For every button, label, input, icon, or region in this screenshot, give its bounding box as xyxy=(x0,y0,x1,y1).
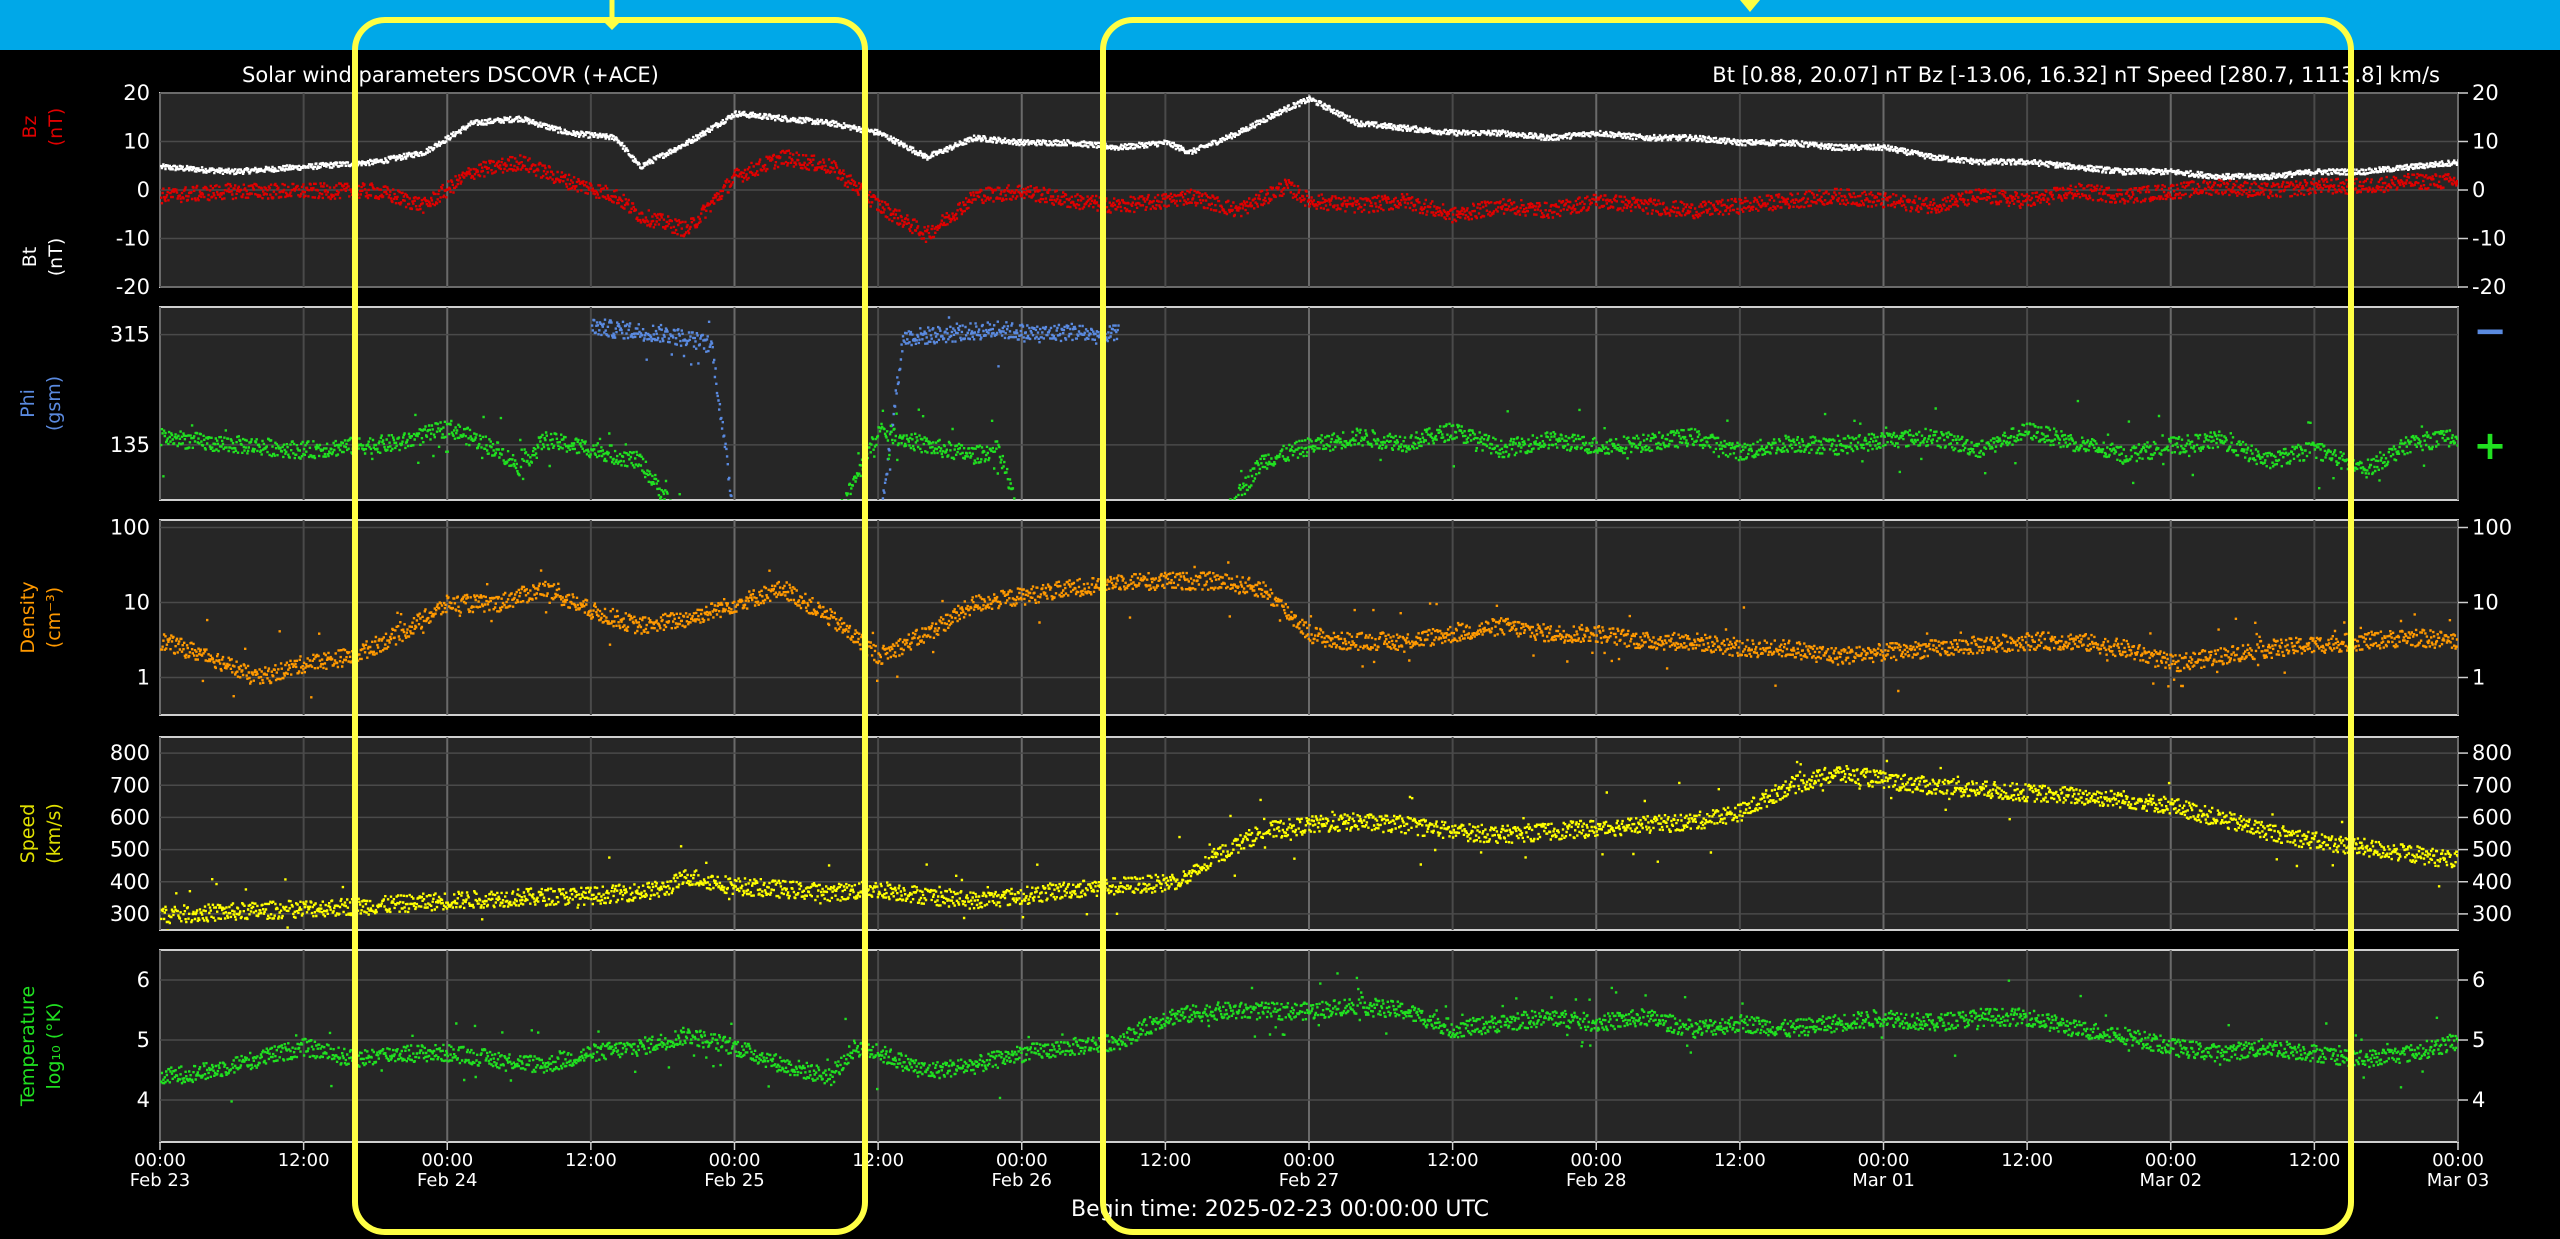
xtick-time: 12:00 xyxy=(1714,1150,1766,1171)
ylabel-phi: Phi xyxy=(17,389,39,418)
panel-mag-ytick-right: 10 xyxy=(2472,130,2499,154)
pointer-left-arrow xyxy=(604,22,620,30)
panel-speed-ytick-right: 300 xyxy=(2472,902,2512,926)
panel-density-ytick-left: 10 xyxy=(123,591,150,615)
xtick-time: 00:00 xyxy=(1283,1150,1335,1171)
panel-mag-ytick-right: -20 xyxy=(2472,275,2506,299)
panel-speed-ytick-right: 600 xyxy=(2472,805,2512,829)
panel-temperature-ytick-left: 6 xyxy=(137,968,150,992)
panel-speed-ytick-left: 300 xyxy=(110,902,150,926)
ylabel-bz-unit: (nT) xyxy=(45,108,67,146)
panel-speed-ytick-left: 500 xyxy=(110,838,150,862)
xtick-time: 00:00 xyxy=(709,1150,761,1171)
ylabel-temperature-unit: log₁₀ (°K) xyxy=(43,1002,65,1089)
xtick-time: 00:00 xyxy=(2145,1150,2197,1171)
xtick-time: 00:00 xyxy=(1570,1150,1622,1171)
panel-mag-ytick-right: 20 xyxy=(2472,81,2499,105)
xtick-date: Feb 27 xyxy=(1279,1170,1340,1191)
ylabel-bz: Bz xyxy=(19,115,41,138)
xtick-date: Feb 25 xyxy=(704,1170,765,1191)
xtick-time: 12:00 xyxy=(2288,1150,2340,1171)
series-mag-bt xyxy=(160,95,2458,181)
chart-ranges: Bt [0.88, 20.07] nT Bz [-13.06, 16.32] n… xyxy=(1712,63,2440,87)
panel-density-ytick-right: 10 xyxy=(2472,591,2499,615)
series-density-density xyxy=(160,561,2458,715)
xtick-date: Feb 23 xyxy=(130,1170,191,1191)
xtick-time: 12:00 xyxy=(278,1150,330,1171)
panel-speed-ytick-right: 500 xyxy=(2472,838,2512,862)
xtick-time: 12:00 xyxy=(1427,1150,1479,1171)
header-bar xyxy=(0,0,2560,50)
panel-temperature-ytick-right: 4 xyxy=(2472,1088,2485,1112)
xtick-time: 00:00 xyxy=(996,1150,1048,1171)
xtick-time: 00:00 xyxy=(421,1150,473,1171)
panel-temperature-ytick-left: 5 xyxy=(137,1028,150,1052)
xtick-time: 12:00 xyxy=(2001,1150,2053,1171)
panel-phi-ytick-left: 315 xyxy=(110,323,150,347)
xtick-time: 12:00 xyxy=(852,1150,904,1171)
panel-speed-ytick-left: 700 xyxy=(110,773,150,797)
panel-mag-ytick-left: 10 xyxy=(123,130,150,154)
xtick-date: Mar 01 xyxy=(1852,1170,1915,1191)
ylabel-density: Density xyxy=(17,581,39,653)
panel-density-ytick-right: 1 xyxy=(2472,666,2485,690)
xtick-date: Feb 26 xyxy=(992,1170,1053,1191)
panel-phi-ytick-left: 135 xyxy=(110,433,150,457)
panel-mag-ytick-left: -20 xyxy=(116,275,150,299)
series-mag-bz xyxy=(160,149,2458,243)
phi-away-marker: − xyxy=(2473,309,2507,355)
ylabel-speed-unit: (km/s) xyxy=(43,803,65,864)
pointer-right-arrow xyxy=(1740,0,1760,12)
chart-title: Solar wind parameters DSCOVR (+ACE) xyxy=(242,63,659,87)
region-feb27-mar02 xyxy=(1100,17,2354,1235)
xtick-time: 12:00 xyxy=(1139,1150,1191,1171)
panel-density-series xyxy=(160,561,2458,715)
panel-density-ytick-right: 100 xyxy=(2472,516,2512,540)
panel-speed-ytick-right: 800 xyxy=(2472,741,2512,765)
panel-density-ytick-left: 1 xyxy=(137,666,150,690)
phi-toward-marker: + xyxy=(2473,423,2507,469)
ylabel-bt: Bt xyxy=(19,247,41,267)
xtick-time: 12:00 xyxy=(565,1150,617,1171)
ylabel-bt-unit: (nT) xyxy=(45,238,67,276)
xtick-time: 00:00 xyxy=(134,1150,186,1171)
xtick-date: Mar 03 xyxy=(2427,1170,2490,1191)
panel-mag-ytick-right: 0 xyxy=(2472,178,2485,202)
xtick-time: 00:00 xyxy=(1858,1150,1910,1171)
panel-speed-ytick-left: 600 xyxy=(110,805,150,829)
xtick-date: Feb 28 xyxy=(1566,1170,1627,1191)
ylabel-phi-unit: (gsm) xyxy=(43,376,65,431)
highlight-overlay xyxy=(352,0,2354,1235)
xtick-date: Feb 24 xyxy=(417,1170,478,1191)
panel-speed-series xyxy=(160,759,2458,930)
panel-mag-series xyxy=(160,95,2458,243)
begin-time-label: Begin time: 2025-02-23 00:00:00 UTC xyxy=(1071,1197,1489,1222)
ylabel-density-unit: (cm⁻³) xyxy=(43,587,65,648)
panel-temperature-ytick-left: 4 xyxy=(137,1088,150,1112)
xtick-date: Mar 02 xyxy=(2139,1170,2202,1191)
xtick-time: 00:00 xyxy=(2432,1150,2484,1171)
panel-mag-ytick-left: -10 xyxy=(116,227,150,251)
panel-mag-ytick-left: 20 xyxy=(123,81,150,105)
panel-temperature-ytick-right: 5 xyxy=(2472,1028,2485,1052)
panel-speed-ytick-left: 800 xyxy=(110,741,150,765)
panel-density-ytick-left: 100 xyxy=(110,516,150,540)
ylabel-temperature: Temperature xyxy=(17,986,39,1107)
panel-temperature-ytick-right: 6 xyxy=(2472,968,2485,992)
panel-speed-ytick-right: 400 xyxy=(2472,870,2512,894)
panel-mag-ytick-left: 0 xyxy=(137,178,150,202)
panel-speed-ytick-right: 700 xyxy=(2472,773,2512,797)
series-speed-speed xyxy=(160,759,2458,930)
ylabel-speed: Speed xyxy=(17,804,39,864)
panel-mag-ytick-right: -10 xyxy=(2472,227,2506,251)
panel-speed-ytick-left: 400 xyxy=(110,870,150,894)
